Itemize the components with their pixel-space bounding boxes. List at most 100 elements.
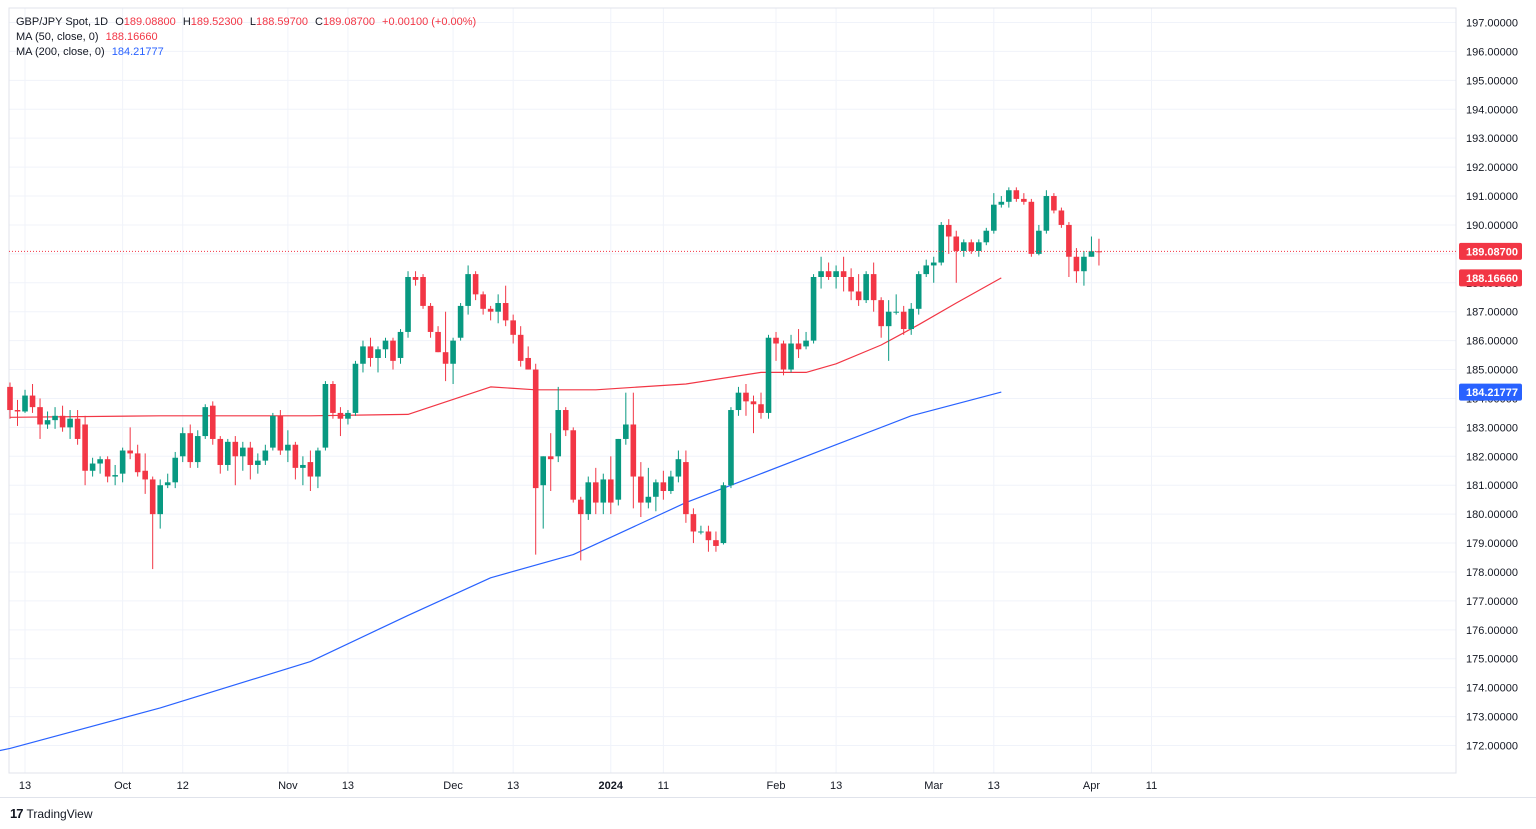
candle: [893, 294, 899, 315]
candle: [22, 389, 28, 413]
chart-legend: GBP/JPY Spot, 1D O189.08800 H189.52300 L…: [16, 15, 476, 60]
tradingview-logo-icon: 17: [10, 806, 24, 821]
x-tick-label: 2024: [599, 780, 624, 792]
candle-body: [923, 265, 930, 275]
candle: [442, 311, 449, 382]
candle: [547, 433, 554, 492]
candle-body: [1073, 256, 1080, 272]
candle-body: [743, 392, 749, 402]
candle: [37, 398, 43, 439]
candle-body: [382, 340, 389, 350]
candle: [1096, 238, 1102, 266]
candle-body: [149, 479, 156, 515]
candle: [968, 239, 975, 254]
candle-body: [164, 482, 171, 486]
candle: [127, 427, 133, 460]
candle: [660, 470, 667, 500]
candle-body: [44, 420, 51, 425]
candle: [7, 382, 13, 419]
legend-ma50-row[interactable]: MA (50, close, 0) 188.16660: [16, 30, 476, 45]
ohlc-open-value: 189.08800: [123, 16, 176, 28]
candle: [224, 438, 231, 471]
candle: [352, 360, 359, 416]
candle-body: [360, 346, 366, 364]
last-price-tag-text: 189.08700: [1466, 246, 1518, 258]
candle-body: [127, 450, 133, 454]
x-tick-label: Mar: [924, 780, 943, 792]
candle-body: [592, 482, 599, 503]
candle: [1006, 187, 1012, 208]
candle: [825, 262, 832, 280]
x-tick-label: 13: [830, 780, 842, 792]
candle: [149, 476, 156, 570]
candle: [1058, 207, 1065, 228]
candle: [67, 410, 73, 439]
candle: [600, 473, 607, 515]
candle-body: [908, 308, 914, 330]
candle: [82, 415, 88, 486]
candle: [645, 467, 652, 509]
symbol-title[interactable]: GBP/JPY Spot, 1D: [16, 16, 109, 28]
candle-body: [653, 482, 659, 497]
candle: [735, 386, 742, 416]
ma200-label: MA (200, close, 0): [16, 46, 105, 58]
y-tick-label: 195.00000: [1466, 75, 1518, 87]
candle: [217, 436, 224, 474]
candle: [698, 525, 704, 535]
candle-body: [570, 430, 577, 500]
candle: [255, 453, 261, 474]
candle-body: [1081, 256, 1087, 272]
candle-body: [119, 450, 126, 474]
candle: [285, 430, 291, 463]
candle-body: [960, 242, 967, 251]
candle-body: [194, 436, 201, 463]
candle-body: [540, 456, 547, 486]
ma200-tag-box: [1459, 383, 1522, 401]
candle: [262, 444, 269, 465]
candle: [773, 331, 779, 361]
candle-body: [412, 276, 419, 280]
candle: [885, 300, 892, 361]
candle: [592, 467, 599, 515]
x-tick-label: 11: [658, 780, 669, 792]
candle-body: [104, 459, 111, 477]
candle: [74, 410, 81, 445]
ohlc-low-value: 188.59700: [255, 16, 308, 28]
candle: [1043, 190, 1050, 234]
candle: [292, 441, 299, 480]
candle: [495, 294, 501, 324]
legend-ma200-row[interactable]: MA (200, close, 0) 184.21777: [16, 45, 476, 60]
y-tick-label: 194.00000: [1466, 104, 1518, 116]
candle: [89, 457, 96, 477]
candle: [59, 405, 66, 432]
candle: [142, 453, 148, 494]
candle: [1088, 236, 1095, 257]
candle: [683, 450, 689, 523]
candle: [570, 427, 577, 503]
candle-body: [179, 433, 186, 457]
ma200-value: 184.21777: [111, 46, 164, 58]
candle-body: [390, 340, 396, 361]
candle-body: [1013, 190, 1020, 199]
candle-body: [442, 352, 449, 364]
candle: [713, 531, 719, 552]
tradingview-logo[interactable]: 17 TradingView: [10, 806, 93, 821]
candle: [247, 441, 254, 480]
candle-body: [337, 412, 344, 419]
x-tick-label: Feb: [767, 780, 786, 792]
candle: [134, 444, 141, 477]
candle: [487, 305, 494, 321]
candle-body: [585, 482, 592, 515]
candle-body: [262, 450, 269, 461]
candle-body: [7, 386, 13, 411]
candle-body: [397, 331, 404, 358]
ma50-tag-text: 188.16660: [1466, 273, 1518, 285]
candle: [1051, 193, 1057, 214]
candle-body: [930, 262, 937, 266]
candle-body: [97, 459, 103, 464]
candle-body: [29, 395, 36, 408]
candle-body: [352, 363, 359, 413]
candle: [457, 303, 464, 341]
candle-body: [938, 224, 945, 263]
